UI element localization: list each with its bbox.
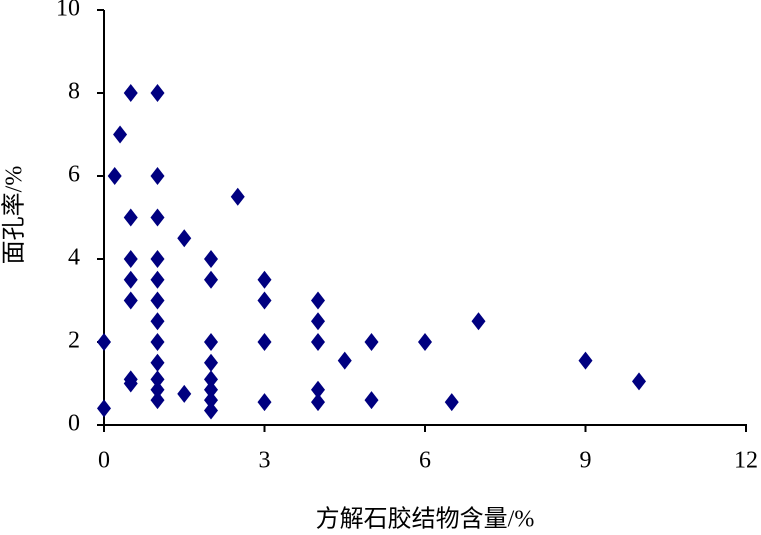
point	[257, 291, 272, 310]
point	[123, 291, 138, 310]
point	[364, 333, 379, 351]
point	[150, 291, 165, 310]
point	[578, 351, 593, 370]
point	[204, 391, 218, 410]
point	[123, 270, 138, 289]
point	[97, 333, 111, 351]
point	[150, 270, 165, 289]
point	[150, 380, 165, 399]
point	[113, 125, 128, 144]
point	[230, 187, 245, 206]
y-tick-label: 2	[68, 328, 80, 354]
point	[257, 333, 272, 351]
point	[150, 353, 165, 372]
x-tick-label: 9	[580, 448, 592, 474]
x-tick-label: 12	[734, 448, 758, 474]
point	[471, 312, 486, 331]
point	[150, 167, 165, 185]
point	[204, 370, 218, 389]
point	[204, 250, 218, 268]
point	[123, 208, 138, 227]
y-tick-label: 10	[56, 0, 80, 22]
point	[204, 353, 218, 372]
y-tick-label: 8	[68, 79, 80, 105]
point	[177, 229, 192, 248]
point	[364, 391, 379, 410]
point	[337, 351, 352, 370]
y-tick-label: 6	[68, 162, 80, 188]
point	[204, 270, 218, 289]
point	[444, 393, 459, 412]
point	[150, 391, 165, 410]
y-tick-label: 0	[68, 411, 80, 437]
point	[150, 208, 165, 227]
point	[150, 333, 165, 351]
point	[123, 250, 138, 268]
y-axis-title: 面孔率/%	[1, 166, 28, 265]
point	[257, 393, 272, 412]
point	[107, 167, 122, 185]
point	[204, 380, 218, 399]
point	[632, 372, 646, 391]
point	[311, 380, 325, 399]
point	[123, 84, 138, 102]
x-axis-title: 方解石胶结物含量/%	[316, 506, 535, 533]
point	[311, 312, 325, 331]
point	[177, 384, 192, 403]
y-tick-label: 4	[68, 245, 80, 271]
point	[150, 370, 165, 389]
x-tick-label: 0	[98, 448, 110, 474]
point	[150, 250, 165, 268]
point	[418, 333, 432, 351]
point	[150, 84, 165, 102]
point	[311, 291, 325, 310]
point	[257, 270, 272, 289]
x-tick-label: 6	[419, 448, 431, 474]
x-tick-label: 3	[259, 448, 271, 474]
point	[97, 399, 111, 418]
point	[204, 401, 218, 420]
point	[150, 312, 165, 331]
point	[123, 370, 138, 389]
point	[311, 333, 325, 351]
point	[311, 393, 325, 412]
point	[204, 333, 218, 351]
